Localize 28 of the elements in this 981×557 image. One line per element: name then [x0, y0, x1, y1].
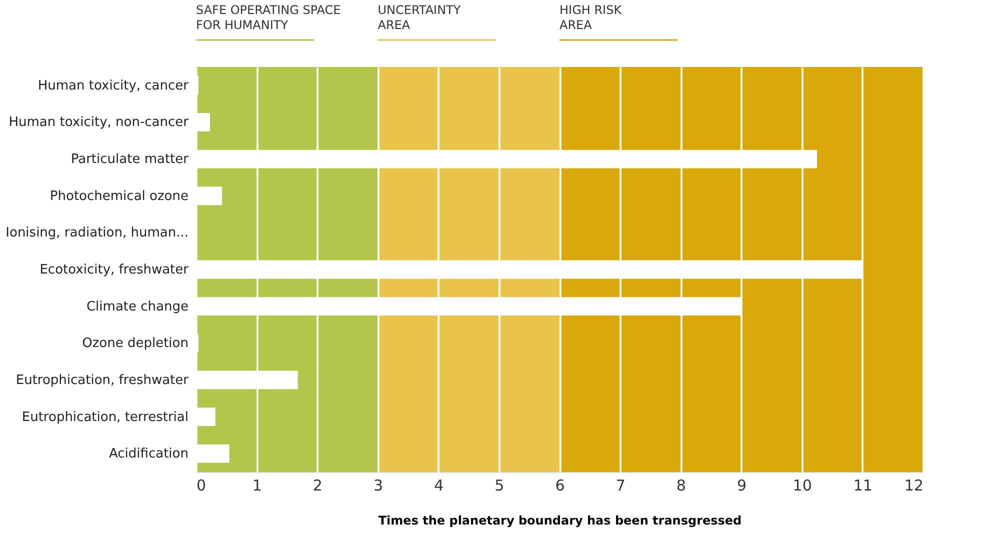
x-tick-label: 4	[434, 476, 444, 494]
y-tick-label: Photochemical ozone	[50, 188, 188, 204]
x-tick-label: 8	[676, 476, 686, 494]
x-tick-label: 11	[853, 476, 872, 494]
y-tick-label: Human toxicity, cancer	[38, 78, 190, 94]
x-tick-label: 5	[494, 476, 504, 494]
x-tick-label: 1	[252, 476, 262, 494]
y-tick-label: Ionising, radiation, human...	[6, 226, 188, 241]
x-tick-label: 3	[373, 476, 384, 494]
y-tick-label: Ecotoxicity, freshwater	[40, 262, 190, 278]
y-tick-label: Eutrophication, freshwater	[16, 372, 190, 388]
x-tick-label: 7	[616, 476, 626, 494]
y-tick-label: Eutrophication, terrestrial	[22, 410, 188, 425]
x-tick-label: 10	[792, 476, 812, 494]
band-label: SAFE OPERATING SPACE FOR HUMANITY	[196, 3, 341, 32]
x-tick-label: 0	[196, 476, 206, 494]
y-tick-label: Ozone depletion	[82, 336, 188, 352]
y-tick-label: Human toxicity, non-cancer	[8, 115, 190, 130]
band-label: HIGH RISK AREA	[560, 3, 623, 32]
x-tick-label: 2	[312, 476, 322, 494]
y-tick-label: Climate change	[86, 299, 188, 314]
y-tick-label: Acidification	[109, 446, 188, 462]
band-label: UNCERTAINTY AREA	[378, 3, 462, 32]
x-tick-label: 6	[555, 476, 565, 494]
x-tick-label: 9	[736, 476, 747, 494]
y-tick-label: Particulate matter	[70, 152, 190, 168]
x-axis-title: Times the planetary boundary has been transgressed	[378, 514, 742, 528]
x-tick-label: 12	[904, 476, 924, 494]
